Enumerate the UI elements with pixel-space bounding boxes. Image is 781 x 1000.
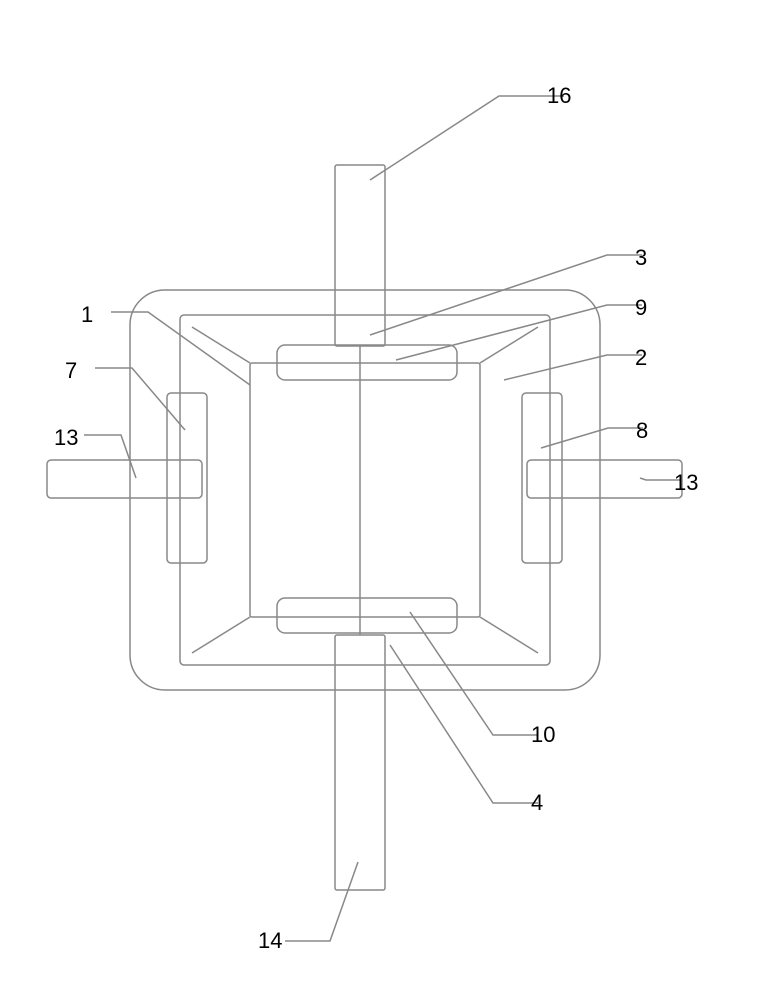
callout-label-16: 16 xyxy=(547,83,571,109)
callout-label-13: 13 xyxy=(54,425,78,451)
callout-label-9: 9 xyxy=(635,295,647,321)
callout-label-8: 8 xyxy=(636,418,648,444)
callout-label-7: 7 xyxy=(65,358,77,384)
callout-label-13: 13 xyxy=(674,470,698,496)
technical-diagram xyxy=(0,0,781,1000)
callout-label-10: 10 xyxy=(531,722,555,748)
callout-label-14: 14 xyxy=(258,928,282,954)
callout-label-1: 1 xyxy=(81,302,93,328)
callout-label-3: 3 xyxy=(635,245,647,271)
callout-label-2: 2 xyxy=(635,345,647,371)
callout-label-4: 4 xyxy=(531,790,543,816)
